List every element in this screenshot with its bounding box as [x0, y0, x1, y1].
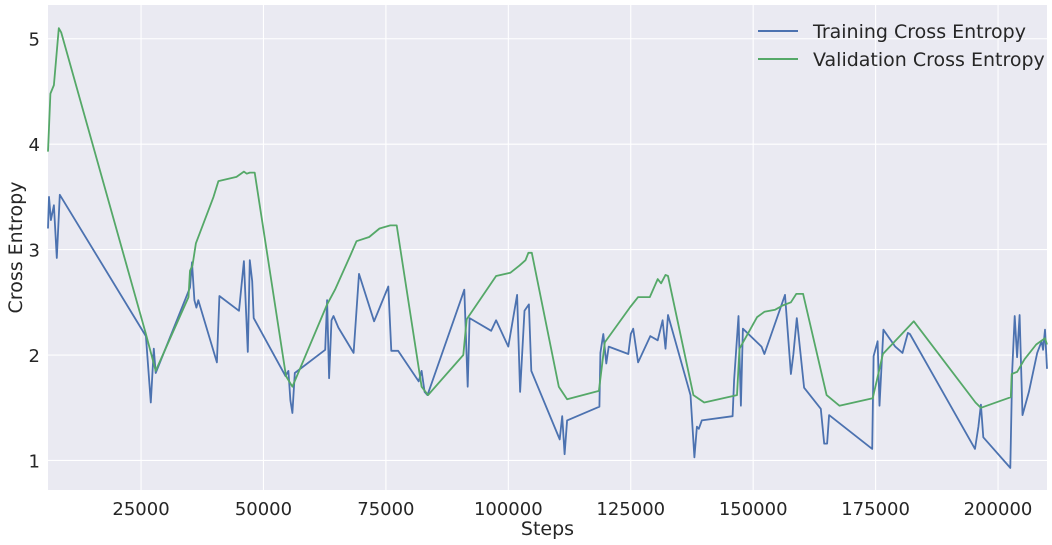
- x-tick-label: 200000: [964, 499, 1033, 520]
- y-tick-label: 2: [29, 346, 40, 367]
- series-line-training: [47, 193, 1048, 469]
- series-lines: [47, 27, 1048, 469]
- x-tick-label: 25000: [112, 499, 169, 520]
- y-axis-tick-labels: 1 2 3 4 5: [29, 30, 40, 473]
- x-tick-label: 100000: [474, 499, 543, 520]
- gridlines: [48, 5, 1047, 490]
- x-tick-label: 75000: [357, 499, 414, 520]
- x-tick-label: 125000: [596, 499, 665, 520]
- series-line-validation: [47, 27, 1048, 409]
- x-tick-label: 150000: [719, 499, 788, 520]
- legend-entry-validation: Validation Cross Entropy: [813, 49, 1045, 71]
- y-tick-label: 5: [29, 30, 40, 51]
- legend: Training Cross Entropy Validation Cross E…: [758, 21, 1045, 71]
- x-axis-tick-labels: 25000 50000 75000 100000 125000 150000 175000 2…: [112, 499, 1032, 520]
- y-tick-label: 1: [29, 451, 40, 472]
- x-axis-label: Steps: [521, 518, 574, 540]
- x-tick-label: 50000: [235, 499, 292, 520]
- y-axis-label: Cross Entropy: [5, 182, 27, 314]
- y-tick-label: 4: [29, 135, 40, 156]
- legend-entry-training: Training Cross Entropy: [812, 21, 1026, 43]
- y-tick-label: 3: [29, 241, 40, 262]
- plot-area-background: [48, 5, 1047, 490]
- x-tick-label: 175000: [841, 499, 910, 520]
